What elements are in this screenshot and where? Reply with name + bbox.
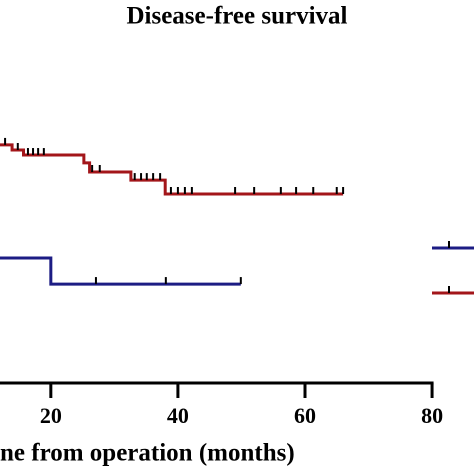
x-tick-label: 60: [294, 403, 316, 428]
chart-title: Disease-free survival: [126, 3, 347, 30]
x-axis-label: ne from operation (months): [0, 440, 295, 467]
survival-curve: [0, 143, 344, 196]
x-tick-label: 80: [421, 403, 443, 428]
x-tick-label: 20: [40, 403, 62, 428]
survival-curve: [0, 256, 241, 286]
x-tick-label: 40: [167, 403, 189, 428]
